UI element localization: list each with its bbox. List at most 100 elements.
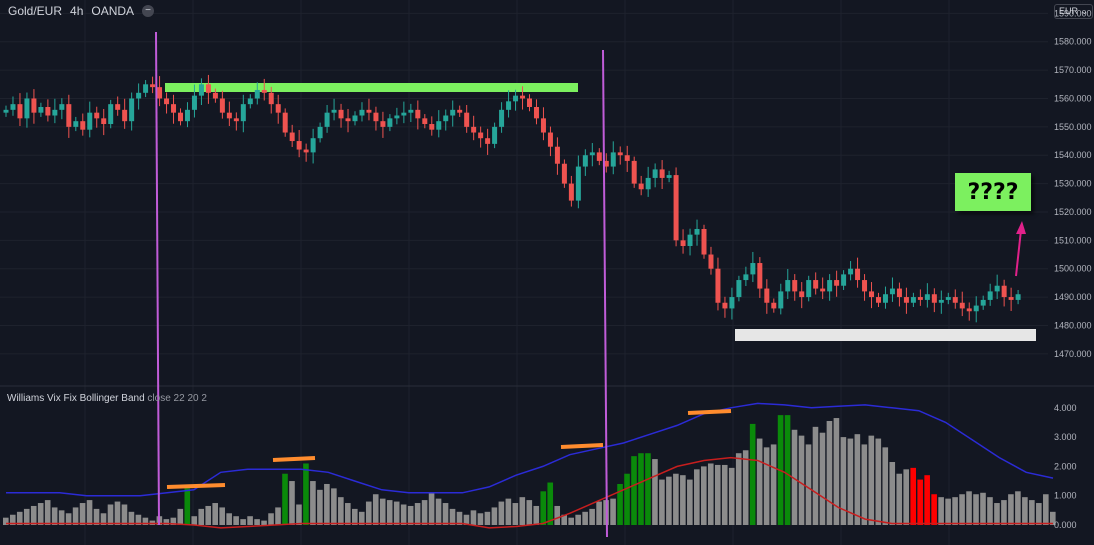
vix-bar — [840, 437, 847, 525]
vix-bar — [561, 514, 567, 525]
candle-body — [715, 268, 721, 303]
candle-body — [87, 112, 93, 130]
vix-bar — [212, 503, 218, 525]
vix-bar — [184, 488, 191, 525]
vix-bar — [694, 469, 700, 525]
candle-body — [924, 294, 930, 300]
vix-bar — [547, 482, 554, 525]
vix-bar — [749, 423, 756, 525]
candle-body — [129, 98, 135, 122]
vix-bar — [393, 501, 400, 525]
candle-body — [520, 95, 526, 99]
candle-body — [289, 132, 295, 142]
vix-bar — [680, 475, 686, 525]
vix-bar — [93, 508, 100, 525]
vix-bar — [100, 513, 107, 525]
vix-bar — [289, 481, 295, 525]
candle-body — [429, 124, 435, 130]
candle-body — [931, 294, 937, 303]
candle-body — [603, 160, 609, 167]
candle-body — [219, 98, 225, 113]
vix-bar — [484, 511, 491, 525]
vix-bar — [135, 514, 142, 525]
candle-body — [966, 308, 972, 312]
candle-body — [736, 280, 742, 298]
interval-label[interactable]: 4h — [70, 4, 84, 18]
vix-bar — [1029, 500, 1035, 525]
candle-body — [401, 112, 407, 116]
candle-body — [540, 118, 546, 133]
vix-bar — [79, 503, 86, 525]
candle-body — [31, 98, 37, 113]
candle-body — [464, 112, 470, 127]
collapse-button[interactable]: − — [142, 5, 155, 17]
candle-body — [743, 274, 749, 281]
candle-body — [645, 177, 651, 190]
symbol-name[interactable]: Gold/EUR — [8, 4, 63, 18]
vix-bar — [707, 463, 714, 525]
currency-button[interactable]: EUR ⌄ — [1054, 4, 1094, 19]
candle-body — [282, 112, 288, 133]
vix-bar — [470, 510, 477, 525]
indicator-params: close 22 20 2 — [147, 393, 207, 404]
candle-body — [457, 109, 463, 113]
candle-body — [506, 101, 512, 110]
vix-bar — [666, 476, 672, 525]
candle-body — [150, 84, 156, 88]
vix-bar — [798, 435, 805, 525]
vix-bar — [952, 497, 958, 525]
vix-bar — [945, 498, 951, 525]
vix-tick-label: 4.000 — [1054, 403, 1077, 413]
vix-bar — [58, 510, 65, 525]
vix-bar — [407, 505, 414, 525]
vix-bar — [205, 505, 212, 525]
candle-body — [422, 118, 428, 125]
candle-body — [101, 118, 107, 125]
candle-body — [575, 166, 581, 201]
candle-body — [952, 297, 958, 303]
vix-bar — [917, 479, 923, 525]
indicator-legend[interactable]: Williams Vix Fix Bollinger Band close 22… — [7, 393, 207, 404]
source-label: OANDA — [91, 4, 135, 18]
vix-bar — [191, 516, 198, 525]
candle-body — [778, 291, 784, 309]
vix-bar — [784, 415, 791, 525]
candle-body — [855, 268, 861, 281]
vix-bar — [714, 464, 721, 525]
annotation-zones — [165, 83, 1036, 341]
vix-bar — [701, 466, 707, 525]
candle-body — [387, 118, 393, 127]
vix-bar — [533, 505, 540, 525]
vix-bar — [261, 520, 267, 525]
vix-bar — [65, 513, 72, 525]
vix-bar — [37, 503, 44, 525]
candle-body — [889, 288, 895, 295]
vix-bar — [673, 473, 679, 525]
candle-body — [617, 152, 623, 156]
candle-body — [785, 280, 791, 292]
candle-body — [94, 112, 100, 119]
candle-body — [820, 288, 826, 292]
vix-bar — [44, 500, 51, 525]
candle-body — [59, 104, 65, 110]
candle-body — [233, 118, 239, 122]
candle-body — [394, 115, 400, 119]
vix-bar — [575, 514, 581, 525]
candle-body — [415, 109, 421, 119]
orange-marker-line — [560, 443, 604, 449]
vix-bar — [428, 492, 435, 525]
candle-body — [771, 302, 777, 309]
candle-body — [191, 95, 197, 110]
vix-bar — [163, 519, 170, 525]
vix-bar — [896, 473, 903, 525]
vix-bar — [861, 444, 868, 525]
candle-body — [708, 254, 714, 269]
vix-bar — [770, 444, 777, 525]
vix-bar — [763, 447, 770, 525]
vix-bar — [728, 467, 735, 525]
candle-body — [862, 280, 868, 292]
candle-body — [841, 274, 847, 286]
candle-body — [687, 234, 693, 247]
candle-body — [108, 104, 114, 125]
